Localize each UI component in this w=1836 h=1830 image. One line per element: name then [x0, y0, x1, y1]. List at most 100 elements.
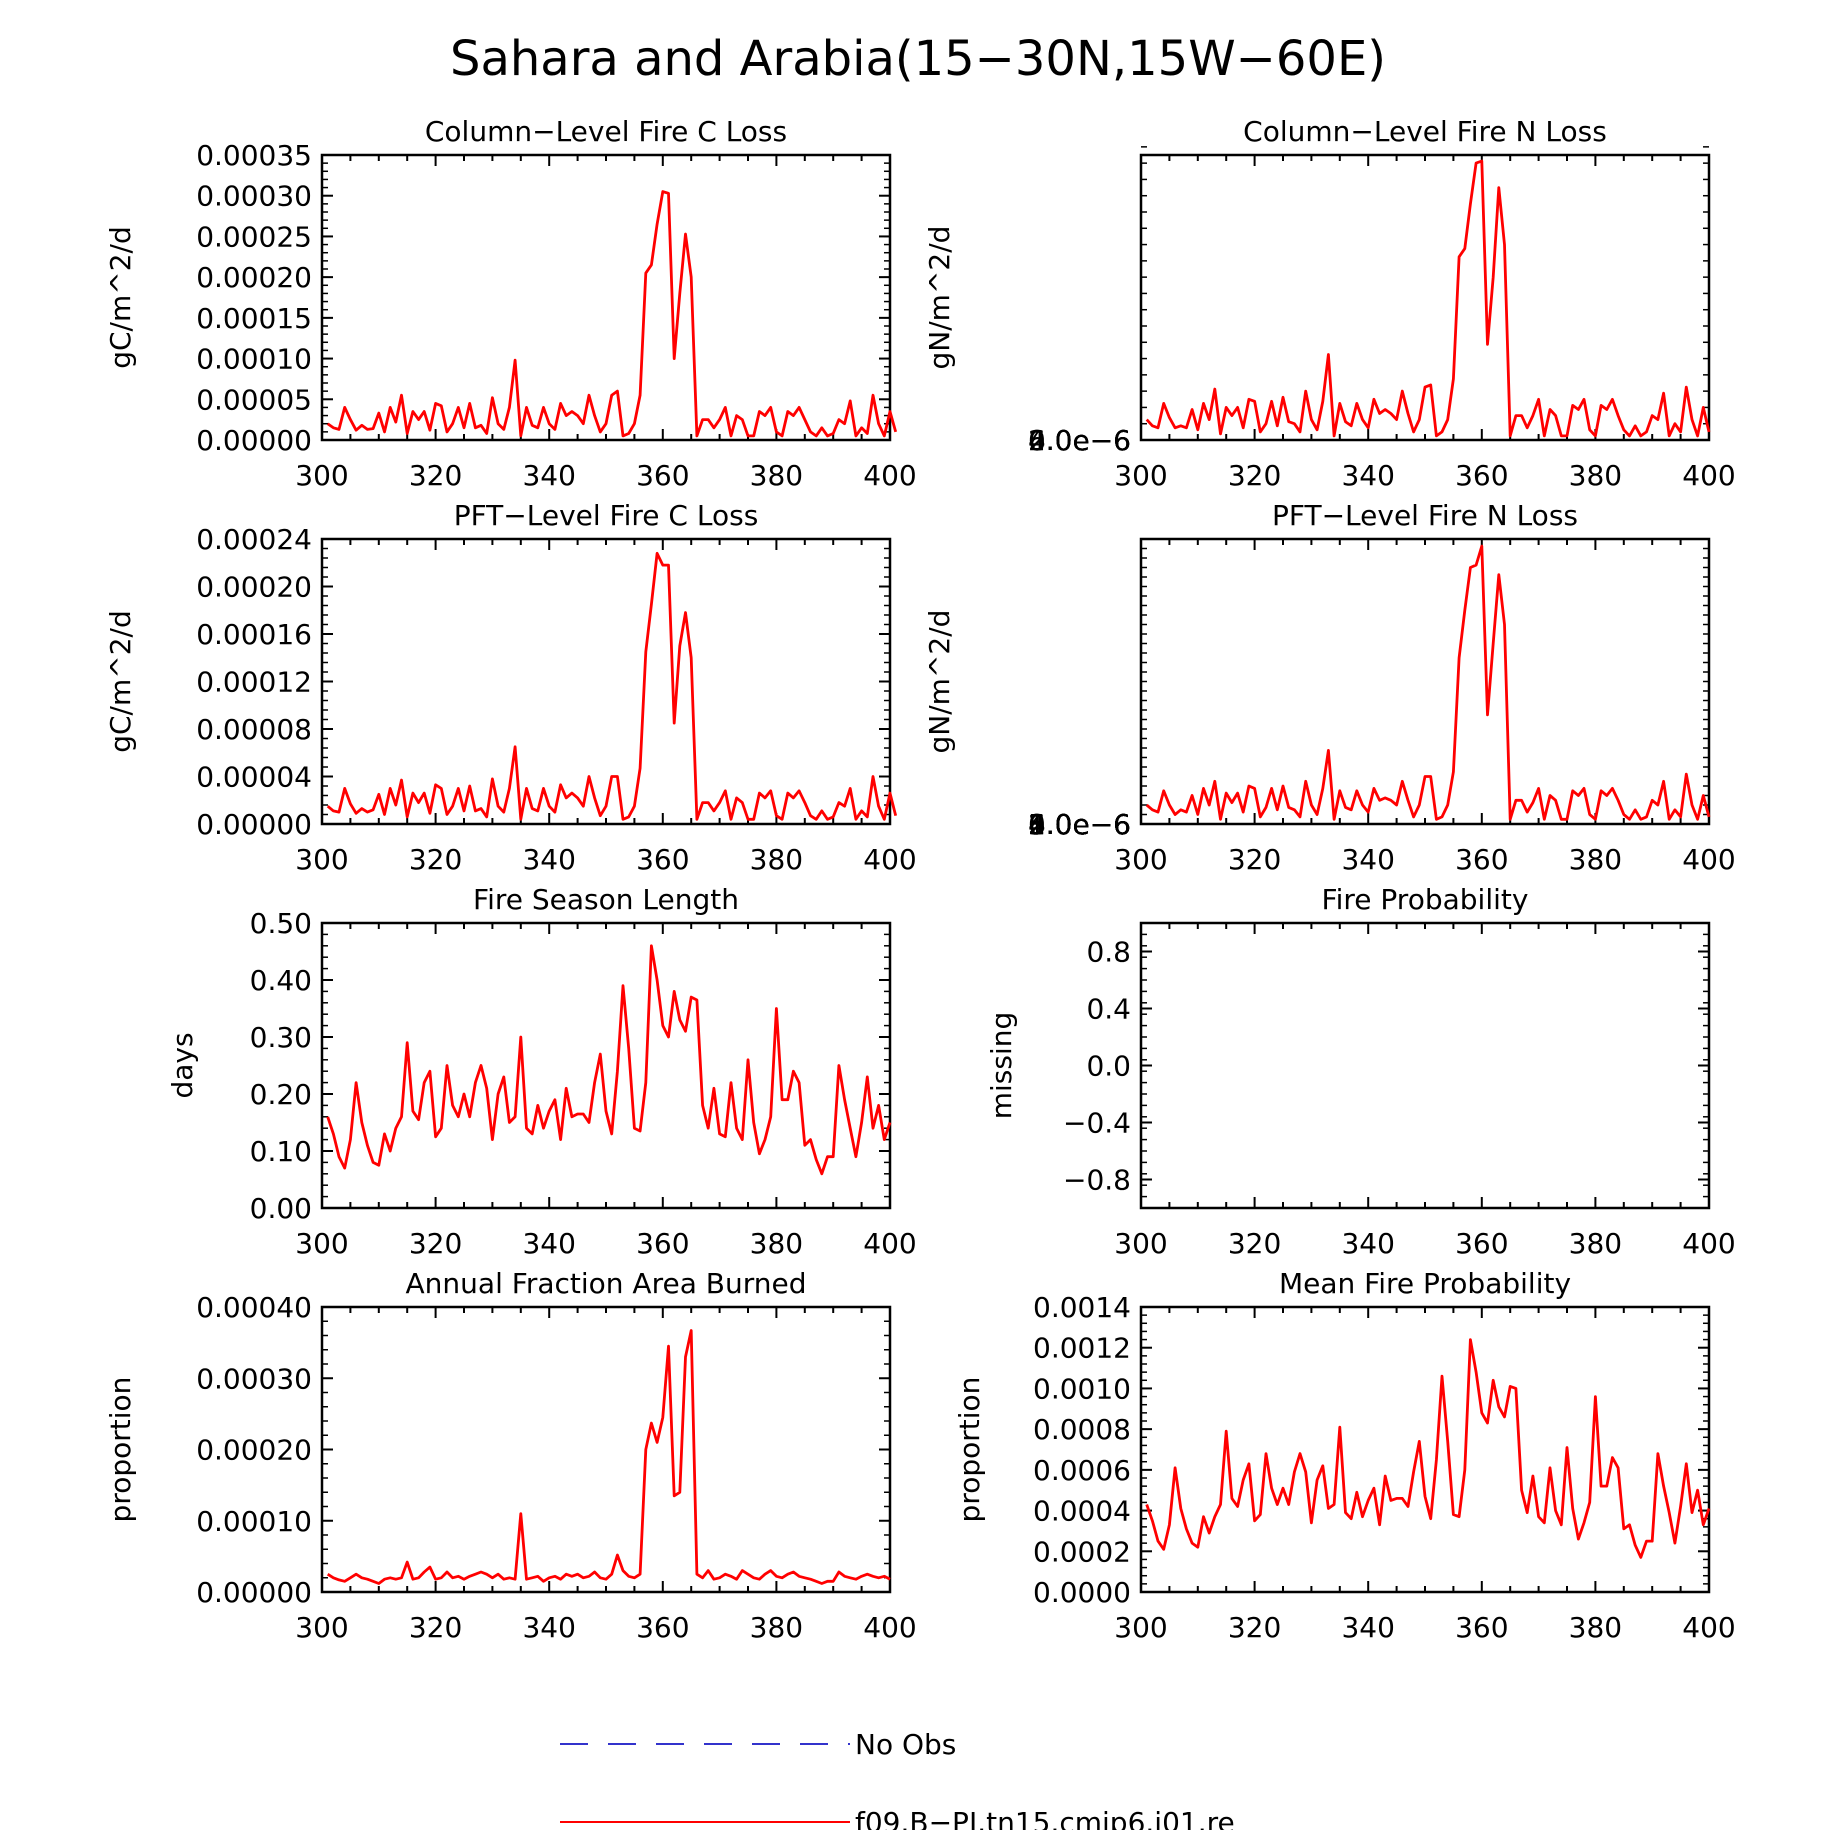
panel-title: Fire Season Length: [473, 883, 739, 916]
y-tick-label: 6.0e−6: [1028, 424, 1131, 457]
x-tick-label: 360: [1455, 1227, 1508, 1260]
y-tick-label: 0.10: [250, 1135, 312, 1168]
y-tick-label: 0.00010: [196, 343, 312, 376]
panel-4: 300 320 340 360 380 400 0.0e−61.0e−62.0e−63.0e…: [923, 499, 1736, 876]
x-tick-label: 400: [863, 459, 916, 492]
panel-3: 300 320 340 360 380 400 0.00000 0.00004 0.00008 0…: [104, 499, 917, 876]
y-tick-label: 0.00024: [196, 523, 312, 556]
x-tick-label: 380: [750, 459, 803, 492]
y-tick-label: 0.0014: [1033, 1291, 1131, 1324]
series-line-model: [326, 551, 898, 821]
y-tick-label: 0.00010: [196, 1505, 312, 1538]
y-axis-label: gC/m^2/d: [104, 226, 137, 369]
x-tick-label: 400: [1682, 1227, 1735, 1260]
x-tick-label: 340: [1341, 459, 1394, 492]
y-axis-label: proportion: [953, 1377, 986, 1523]
plot-frame: [1139, 153, 1711, 442]
y-tick-label: 0.30: [250, 1021, 312, 1054]
panel-title: PFT−Level Fire C Loss: [454, 499, 759, 532]
panel-title: Mean Fire Probability: [1279, 1267, 1571, 1300]
y-tick-label: 4.0e−6: [1028, 424, 1131, 457]
panel-6: 300 320 340 360 380 400 −0.8 −0.4 0.0 0.4 0.8 Fire …: [985, 883, 1736, 1260]
y-tick-label: 0.00025: [196, 220, 312, 253]
y-tick-label: 0.50: [250, 907, 312, 940]
panel-grid: 300 320 340 360 380 400 0.00000 0.00005 0.00010 0…: [104, 115, 1736, 1644]
y-tick-label: 6.0e−6: [1028, 808, 1131, 841]
y-tick-label: 0.0000: [1033, 1576, 1131, 1609]
x-tick-label: 360: [636, 1227, 689, 1260]
panel-title: Annual Fraction Area Burned: [406, 1267, 807, 1300]
panel-title: Column−Level Fire C Loss: [425, 115, 787, 148]
y-tick-label: 0.8: [1086, 936, 1131, 969]
y-tick-label: 0.00030: [196, 1362, 312, 1395]
figure-title: Sahara and Arabia(15−30N,15W−60E): [450, 31, 1386, 87]
y-tick-label: 0.0: [1086, 1050, 1131, 1083]
x-tick-label: 380: [1569, 459, 1622, 492]
series-line-model: [1145, 159, 1711, 438]
y-tick-label: 4.0e−6: [1028, 808, 1131, 841]
panel-5: 300 320 340 360 380 400 0.00 0.10 0.20 0.30 0.40 0.…: [166, 883, 917, 1260]
plot-frame: [1139, 1305, 1711, 1594]
x-tick-label: 380: [750, 1611, 803, 1644]
y-axis-label: days: [166, 1032, 199, 1098]
x-tick-label: 360: [636, 459, 689, 492]
y-tick-label: 0.0006: [1033, 1454, 1131, 1487]
series-line-model: [326, 190, 898, 438]
x-tick-label: 380: [750, 843, 803, 876]
legend-label-no-obs: No Obs: [855, 1728, 956, 1761]
series-line-model: [326, 1329, 891, 1585]
y-tick-label: 0.4: [1086, 993, 1131, 1026]
y-tick-label: 0.00005: [196, 383, 312, 416]
y-tick-label: 0.00015: [196, 302, 312, 335]
x-tick-label: 340: [1341, 843, 1394, 876]
series-line-model: [1145, 1338, 1711, 1559]
panel-2: 300 320 340 360 380 400 0.0e−62.0e−64.0e−66.0e…: [923, 115, 1736, 492]
y-tick-label: 2.0e−6: [1028, 808, 1131, 841]
x-tick-label: 340: [522, 1227, 575, 1260]
x-tick-label: 360: [1455, 1611, 1508, 1644]
legend-label-model: f09.B−PI.tn15.cmip6.j01.re: [855, 1806, 1235, 1830]
x-tick-label: 320: [409, 1227, 462, 1260]
y-tick-label: 0.00016: [196, 618, 312, 651]
x-tick-label: 300: [295, 1611, 348, 1644]
y-tick-label: 0.00: [250, 1192, 312, 1225]
y-tick-label: 0.00020: [196, 1434, 312, 1467]
x-tick-label: 300: [295, 1227, 348, 1260]
x-tick-label: 320: [409, 459, 462, 492]
plot-frame: [320, 537, 892, 826]
panel-7: 300 320 340 360 380 400 0.00000 0.00010 0.00020 0…: [104, 1267, 917, 1644]
y-tick-label: 0.00040: [196, 1291, 312, 1324]
x-tick-label: 360: [636, 843, 689, 876]
y-tick-label: 1.0e−6: [1028, 808, 1131, 841]
y-tick-label: 0.40: [250, 964, 312, 997]
y-tick-label: 5.0e−6: [1028, 808, 1131, 841]
plot-frame: [1139, 921, 1711, 1210]
x-tick-label: 320: [409, 1611, 462, 1644]
x-tick-label: 340: [522, 459, 575, 492]
x-tick-label: 320: [1228, 1227, 1281, 1260]
y-tick-label: 0.0012: [1033, 1332, 1131, 1365]
y-tick-label: 0.00008: [196, 713, 312, 746]
y-tick-label: 0.00000: [196, 1576, 312, 1609]
y-tick-label: 0.00000: [196, 424, 312, 457]
x-tick-label: 400: [863, 843, 916, 876]
x-tick-label: 320: [1228, 843, 1281, 876]
x-tick-label: 380: [1569, 1611, 1622, 1644]
y-tick-label: −0.8: [1063, 1164, 1131, 1197]
x-tick-label: 400: [863, 1611, 916, 1644]
x-tick-label: 400: [1682, 843, 1735, 876]
legend: No Obs f09.B−PI.tn15.cmip6.j01.re: [560, 1728, 1235, 1830]
series-line-model: [326, 944, 892, 1176]
y-tick-label: 0.00035: [196, 139, 312, 172]
y-axis-label: proportion: [104, 1377, 137, 1523]
y-tick-label: 0.00000: [196, 808, 312, 841]
y-tick-label: 0.0002: [1033, 1535, 1131, 1568]
y-axis-label: missing: [985, 1012, 1018, 1120]
y-tick-label: 0.00030: [196, 180, 312, 213]
plot-frame: [320, 921, 892, 1210]
x-tick-label: 320: [1228, 459, 1281, 492]
series-line-model: [1145, 544, 1711, 821]
x-tick-label: 340: [1341, 1227, 1394, 1260]
y-tick-label: 0.0e−6: [1028, 424, 1131, 457]
